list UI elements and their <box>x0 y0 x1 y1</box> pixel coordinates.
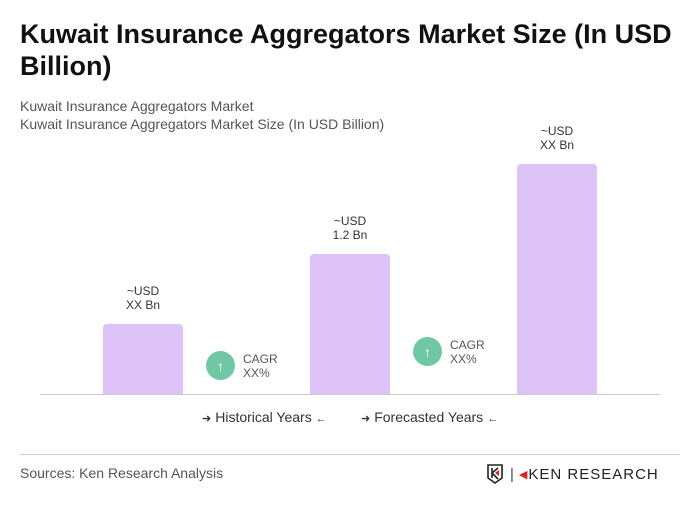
ken-research-logo: | ◀ KEN RESEARCH <box>486 464 659 484</box>
data-label-1: ~USD XX Bn <box>93 284 193 312</box>
sources: Sources: Ken Research Analysis <box>20 465 224 481</box>
cagr-label: CAGR <box>450 337 485 352</box>
cagr-label: CAGR <box>243 351 278 366</box>
data-label-line: ~USD <box>540 124 574 139</box>
cagr-value: XX% <box>243 365 270 380</box>
divider <box>20 454 680 455</box>
data-label-line: ~USD <box>126 284 160 298</box>
data-label-line: XX Bn <box>539 138 575 153</box>
page-title: Kuwait Insurance Aggregators Market Size… <box>20 19 672 81</box>
cagr-badge-1: ↑ CAGR XX% <box>206 351 278 380</box>
arrow-up-icon: ↑ <box>413 337 442 366</box>
arrow-right-icon: ➜ <box>202 413 212 425</box>
bar-3 <box>517 164 597 394</box>
legend-forecasted: ➜ Forecasted Years ← <box>357 409 502 425</box>
data-label-3: ~USD XX Bn <box>507 124 607 152</box>
data-label-line: XX Bn <box>125 298 161 312</box>
arrow-right-icon: ➜ <box>361 413 371 425</box>
cagr-value: XX% <box>450 351 477 366</box>
data-label-line: 1.2 Bn <box>332 228 368 242</box>
legend-label: Forecasted Years <box>374 409 484 425</box>
bar-1 <box>103 324 183 394</box>
chart-subtitle: Kuwait Insurance Aggregators Market Size… <box>20 116 385 132</box>
x-axis-line <box>40 394 660 395</box>
arrow-up-icon: ↑ <box>206 351 235 380</box>
cagr-badge-2: ↑ CAGR XX% <box>413 337 485 366</box>
subtitle: Kuwait Insurance Aggregators Market <box>20 98 254 114</box>
bar-2 <box>310 254 390 394</box>
arrow-left-icon: ← <box>315 413 327 425</box>
logo-text: KEN RESEARCH <box>528 465 659 483</box>
legend-historical: ➜ Historical Years ← <box>198 409 331 425</box>
data-label-line: ~USD <box>333 214 367 228</box>
logo-icon <box>487 464 503 484</box>
arrow-left-icon: ← <box>487 413 499 425</box>
data-label-2: ~USD 1.2 Bn <box>300 214 400 242</box>
legend-label: Historical Years <box>215 409 312 425</box>
